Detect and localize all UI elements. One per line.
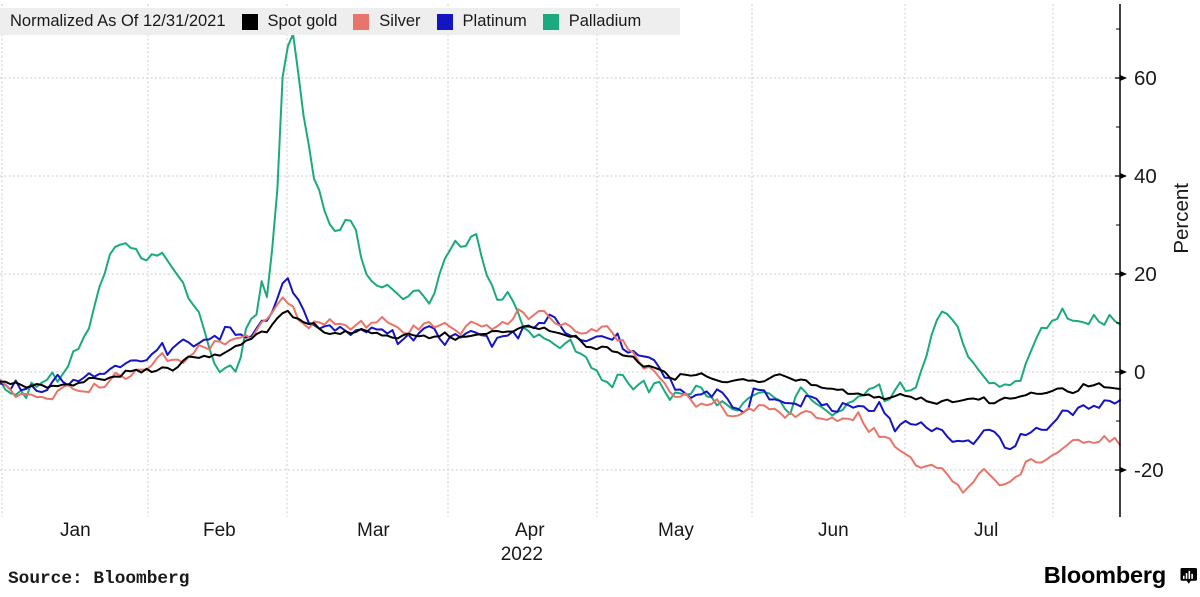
svg-text:0: 0 xyxy=(1134,361,1145,384)
svg-text:20: 20 xyxy=(1134,263,1157,286)
svg-text:-20: -20 xyxy=(1134,459,1164,482)
svg-text:40: 40 xyxy=(1134,165,1157,188)
svg-text:60: 60 xyxy=(1134,67,1157,90)
